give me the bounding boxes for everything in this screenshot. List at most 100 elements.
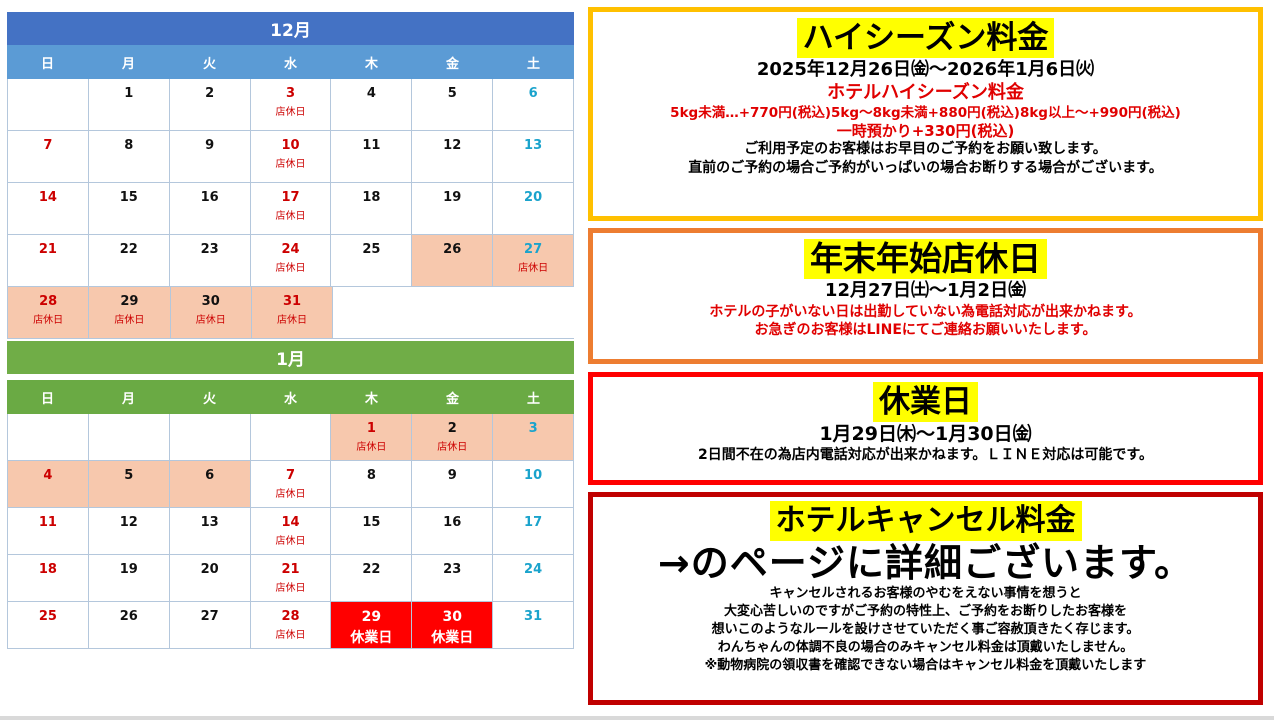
january-day-number: 13 — [200, 515, 219, 530]
january-day-label: 店休日 — [275, 489, 306, 500]
january-day-number: 31 — [524, 609, 543, 624]
december-day-cell — [493, 287, 574, 338]
january-day-cell: 24 — [493, 555, 575, 601]
december-day-number: 17 — [281, 190, 300, 205]
december-week-row: 7 8 9 10 店休日 11 12 13 — [8, 131, 575, 183]
december-day-cell: 2 — [170, 79, 251, 130]
cancel-line-4: わんちゃんの体調不良の場合のみキャンセル料金は頂戴いたしません。 — [717, 640, 1134, 655]
december-day-number: 4 — [366, 86, 376, 101]
december-week-row: 1 2 3 店休日 4 5 6 — [8, 79, 575, 131]
december-day-label: 店休日 — [195, 315, 226, 326]
january-day-number: 4 — [43, 468, 53, 483]
december-weekday: 水 — [283, 56, 297, 72]
january-day-number: 3 — [528, 421, 538, 436]
december-day-number: 29 — [120, 294, 139, 309]
year-end-note-2: お急ぎのお客様はLINEにてご連絡お願いいたします。 — [754, 322, 1097, 338]
january-day-cell: 1 店休日 — [331, 414, 413, 460]
december-day-label: 店休日 — [275, 159, 306, 170]
december-day-cell: 15 — [89, 183, 170, 234]
january-day-number: 8 — [366, 468, 376, 483]
january-day-number: 16 — [443, 515, 462, 530]
january-day-number: 27 — [200, 609, 219, 624]
december-day-number: 20 — [524, 190, 543, 205]
december-day-cell: 28 店休日 — [8, 287, 90, 338]
cancel-line-3: 想いこのようなルールを設けさせていただく事ご容赦頂きたく存じます。 — [711, 622, 1140, 637]
december-day-label: 店休日 — [275, 107, 306, 118]
high-season-period: 2025年12月26日㈮～2026年1月6日㈫ — [756, 59, 1095, 80]
january-day-label: 店休日 — [437, 442, 468, 453]
january-day-number: 10 — [524, 468, 543, 483]
january-day-cell: 3 — [493, 414, 575, 460]
january-day-number: 28 — [281, 609, 300, 624]
january-day-cell: 21 店休日 — [251, 555, 332, 601]
december-day-label: 店休日 — [33, 315, 64, 326]
december-day-number: 16 — [200, 190, 219, 205]
january-day-number: 7 — [285, 468, 296, 483]
january-day-cell: 8 — [331, 461, 413, 507]
january-day-number: 26 — [119, 609, 138, 624]
december-day-number: 28 — [39, 294, 58, 309]
december-weekday: 日 — [40, 56, 54, 72]
december-weekday: 金 — [445, 56, 459, 72]
january-day-cell: 5 — [88, 461, 170, 507]
january-weekday: 月 — [121, 391, 135, 407]
december-day-cell: 4 — [331, 79, 413, 130]
december-day-cell: 14 — [8, 183, 89, 234]
january-week-row: 4 5 6 7 店休日 8 9 10 — [8, 461, 575, 508]
january-day-number: 12 — [119, 515, 138, 530]
december-day-cell: 13 — [493, 131, 575, 182]
high-season-title: ハイシーズン料金 — [796, 18, 1055, 58]
december-day-cell: 26 — [412, 235, 494, 286]
january-weekday: 日 — [40, 391, 54, 407]
december-day-number: 10 — [281, 138, 300, 153]
cancel-box: ホテルキャンセル料金 →のページに詳細ございます。 キャンセルされるお客様のやむ… — [588, 492, 1263, 705]
cancel-line-2: 大変心苦しいのですがご予約の特性上、ご予約をお断りしたお客様を — [723, 604, 1127, 619]
january-day-cell: 12 — [89, 508, 170, 554]
year-end-note-1: ホテルの子がいない日は出勤していない為電話対応が出来かねます。 — [709, 304, 1142, 320]
january-weekday: 水 — [283, 391, 297, 407]
december-day-number: 5 — [447, 86, 457, 101]
january-day-cell: 25 — [8, 602, 89, 648]
cancel-line-1: キャンセルされるお客様のやむをえない事情を想うと — [769, 586, 1082, 601]
january-weekday-row: 日月火水木金土 — [7, 380, 574, 414]
december-day-cell: 29 店休日 — [89, 287, 171, 338]
january-day-cell: 22 — [331, 555, 413, 601]
january-day-number: 23 — [443, 562, 462, 577]
december-day-label: 店休日 — [518, 263, 549, 274]
cancel-title: ホテルキャンセル料金 — [769, 501, 1082, 541]
december-day-label: 店休日 — [114, 315, 145, 326]
december-week-row: 28 店休日 29 店休日 30 店休日 31 店休日 — [8, 287, 574, 339]
december-day-cell: 19 — [412, 183, 494, 234]
january-weekday: 金 — [445, 391, 459, 407]
january-weekday: 土 — [526, 391, 540, 407]
january-weekday: 火 — [202, 391, 216, 407]
december-day-number: 26 — [443, 242, 462, 257]
january-day-cell: 15 — [331, 508, 413, 554]
closed-days-box: 休業日 1月29日㈭～1月30日㈮ 2日間不在の為店内電話対応が出来かねます。Ｌ… — [588, 372, 1263, 485]
december-day-number: 15 — [119, 190, 138, 205]
january-day-cell: 14 店休日 — [251, 508, 332, 554]
january-day-number: 11 — [38, 515, 57, 530]
high-season-note-2: 直前のご予約の場合ご予約がいっぱいの場合お断りする場合がございます。 — [688, 160, 1163, 176]
january-day-cell: 23 — [412, 555, 494, 601]
december-weekday: 月 — [121, 56, 135, 72]
january-day-label: 休業日 — [431, 630, 474, 646]
january-day-number: 6 — [205, 468, 215, 483]
december-day-cell: 27 店休日 — [493, 235, 575, 286]
december-day-number: 21 — [38, 242, 57, 257]
december-day-cell: 25 — [331, 235, 413, 286]
december-day-label: 店休日 — [275, 211, 306, 222]
december-day-number: 13 — [524, 138, 543, 153]
january-day-cell: 31 — [493, 602, 575, 648]
january-week-row: 25 26 27 28 店休日 29 休業日 30 休業日 31 — [8, 602, 575, 649]
december-day-label: 店休日 — [275, 263, 306, 274]
january-day-number: 2 — [447, 421, 457, 436]
january-day-number: 24 — [524, 562, 543, 577]
january-day-cell: 19 — [89, 555, 170, 601]
high-season-subtitle: ホテルハイシーズン料金 — [827, 82, 1024, 103]
december-day-cell: 30 店休日 — [170, 287, 252, 338]
january-day-number: 5 — [124, 468, 134, 483]
january-day-cell — [8, 414, 89, 460]
january-day-cell: 17 — [493, 508, 575, 554]
high-season-note-1: ご利用予定のお客様はお早目のご予約をお願い致します。 — [744, 141, 1107, 157]
